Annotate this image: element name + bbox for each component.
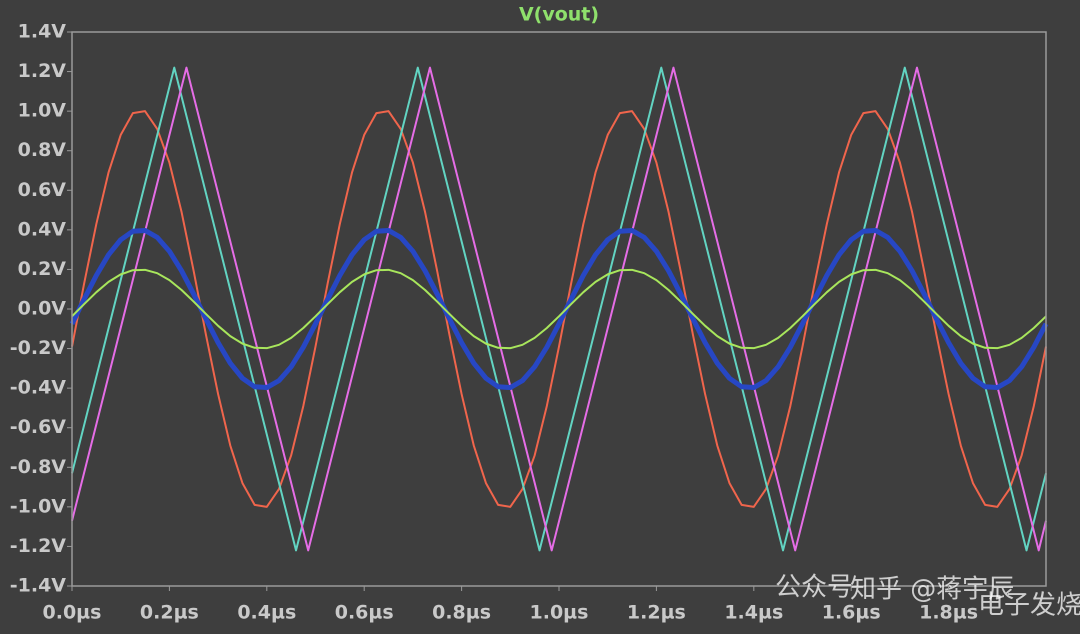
x-tick-label: 1.8µs (919, 602, 978, 624)
y-tick-label: 0.4V (18, 218, 67, 240)
x-tick-label: 1.0µs (530, 602, 589, 624)
x-tick-label: 0.2µs (140, 602, 199, 624)
series-line (71, 66, 1047, 552)
x-tick-label: 1.4µs (724, 602, 783, 624)
y-tick-label: -0.6V (10, 416, 67, 438)
watermark: 电子发烧友 (978, 591, 1080, 621)
x-tick-label: 0.4µs (237, 602, 296, 624)
x-tick-label: 1.6µs (822, 602, 881, 624)
watermark: 公众号 (775, 573, 853, 603)
y-tick-label: 0.0V (18, 298, 67, 320)
y-tick-label: -0.2V (10, 337, 67, 359)
series-line (71, 66, 1047, 552)
y-tick-label: 0.6V (18, 179, 67, 201)
x-tick-label: 0.6µs (335, 602, 394, 624)
y-tick-label: 1.4V (18, 21, 67, 43)
y-tick-label: -1.4V (10, 575, 67, 597)
series-line (69, 227, 1049, 391)
y-tick-label: 1.2V (18, 60, 67, 82)
watermark: 知乎 @蒋宇辰 (850, 575, 1014, 605)
y-tick-label: 1.0V (18, 100, 67, 122)
y-tick-label: -0.8V (10, 456, 67, 478)
y-tick-label: -1.2V (10, 535, 67, 557)
y-tick-label: -1.0V (10, 495, 67, 517)
chart-title: V(vout) (519, 4, 599, 26)
series-line (71, 268, 1047, 350)
series-line (71, 110, 1047, 508)
y-tick-label: 0.8V (18, 139, 67, 161)
y-tick-label: -0.4V (10, 377, 67, 399)
x-tick-label: 1.2µs (627, 602, 686, 624)
y-tick-label: 0.2V (18, 258, 67, 280)
x-tick-label: 0.0µs (43, 602, 102, 624)
x-tick-label: 0.8µs (432, 602, 491, 624)
